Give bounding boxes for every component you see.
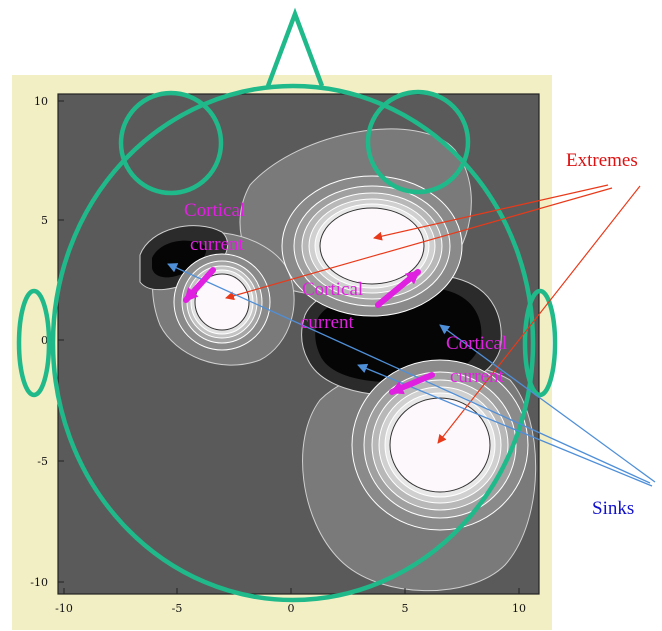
tick-marks xyxy=(58,100,520,594)
cortical-current-label-2: Cortical current xyxy=(300,279,368,333)
label-line: current xyxy=(300,312,355,333)
nose-icon xyxy=(265,7,325,87)
source-upper xyxy=(281,175,463,317)
label-line: Cortical xyxy=(302,279,363,300)
label-line: Cortical xyxy=(184,200,245,221)
left-eye-circle xyxy=(118,90,224,196)
y-tick-label: -5 xyxy=(37,455,48,468)
label-line: current xyxy=(450,366,505,387)
extreme-arrow xyxy=(437,185,641,444)
sink-arrow xyxy=(167,263,651,484)
current-arrow xyxy=(375,269,421,308)
x-axis-ticks: -10 -5 0 5 10 xyxy=(55,602,526,615)
y-tick-label: 10 xyxy=(34,95,48,108)
extreme-arrow xyxy=(373,184,609,241)
cortical-current-label-3: Cortical current xyxy=(446,333,512,387)
head-circle xyxy=(50,83,536,603)
right-ear xyxy=(522,288,558,398)
current-arrows xyxy=(183,267,435,395)
x-tick-label: 0 xyxy=(288,602,295,615)
x-tick-label: -5 xyxy=(172,602,183,615)
y-tick-label: -10 xyxy=(30,576,48,589)
label-line: current xyxy=(190,234,245,255)
extreme-arrows xyxy=(225,184,641,444)
y-tick-label: 5 xyxy=(41,214,48,227)
contour-field xyxy=(139,128,537,592)
y-tick-label: 0 xyxy=(41,334,48,347)
source-left xyxy=(173,253,271,351)
left-ear xyxy=(16,288,52,398)
label-line: Cortical xyxy=(446,333,507,354)
head-outline xyxy=(16,7,558,603)
sink-arrow xyxy=(439,324,656,483)
current-arrow xyxy=(183,267,216,303)
cortical-current-label-1: Cortical current xyxy=(184,200,250,255)
current-arrow xyxy=(389,372,435,395)
x-tick-label: -10 xyxy=(55,602,73,615)
extremes-label: Extremes xyxy=(566,150,638,171)
right-eye-circle xyxy=(365,89,471,195)
x-tick-label: 5 xyxy=(402,602,409,615)
sinks-label: Sinks xyxy=(592,498,634,519)
extreme-arrow xyxy=(225,187,613,301)
x-tick-label: 10 xyxy=(512,602,526,615)
source-lower xyxy=(351,359,529,531)
y-axis-ticks: 10 5 0 -5 -10 xyxy=(30,95,48,589)
